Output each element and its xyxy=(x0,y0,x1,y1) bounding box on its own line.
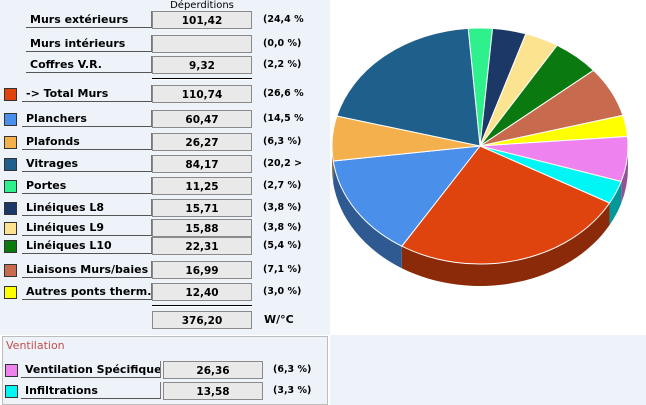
row-planchers: Planchers 60,47 (14,5 % xyxy=(0,110,330,128)
separator-line xyxy=(152,305,252,307)
row-murs-exterieurs: Murs extérieurs 101,42 (24,4 % xyxy=(0,11,330,29)
percent-label: (14,5 % xyxy=(263,113,304,124)
value-field[interactable]: 26,36 xyxy=(163,361,263,379)
color-swatch xyxy=(4,88,17,101)
value-field[interactable]: 26,27 xyxy=(152,133,252,151)
color-swatch xyxy=(4,286,17,299)
ventilation-title: Ventilation xyxy=(6,339,65,352)
percent-label: (3,8 %) xyxy=(263,202,302,213)
value-field[interactable]: 22,31 xyxy=(152,237,252,255)
row-label: Plafonds xyxy=(22,133,152,150)
value-field[interactable]: 101,42 xyxy=(152,11,252,29)
percent-label: (26,6 % xyxy=(263,88,304,99)
percent-label: (20,2 > xyxy=(263,158,303,169)
row-total: 376,20 xyxy=(0,311,330,329)
color-swatch xyxy=(4,240,17,253)
row-label: Liaisons Murs/baies xyxy=(22,261,152,278)
value-field[interactable]: 13,58 xyxy=(163,382,263,400)
color-swatch xyxy=(5,364,18,377)
row-ventilation-specifique: Ventilation Spécifique 26,36 (6,3 %) xyxy=(1,361,331,379)
percent-label: (7,1 %) xyxy=(263,264,302,275)
pie-side xyxy=(609,181,622,226)
percent-label: (3,0 %) xyxy=(263,286,302,297)
color-swatch xyxy=(4,158,17,171)
value-field[interactable]: 12,40 xyxy=(152,283,252,301)
value-field[interactable]: 11,25 xyxy=(152,177,252,195)
value-field[interactable]: 15,71 xyxy=(152,199,252,217)
value-field[interactable]: 15,88 xyxy=(152,219,252,237)
percent-label: (24,4 % xyxy=(263,14,304,25)
row-murs-interieurs: Murs intérieurs (0,0 %) xyxy=(0,35,330,53)
row-infiltrations: Infiltrations 13,58 (3,3 %) xyxy=(1,382,331,400)
row-plafonds: Plafonds 26,27 (6,3 %) xyxy=(0,133,330,151)
row-total-murs: -> Total Murs 110,74 (26,6 % xyxy=(0,85,330,103)
percent-label: (2,7 %) xyxy=(263,180,302,191)
pie-side xyxy=(621,146,628,204)
color-swatch xyxy=(4,264,17,277)
percent-label: (6,3 %) xyxy=(273,364,312,375)
value-field[interactable] xyxy=(152,35,252,53)
row-liaisons-murs-baies: Liaisons Murs/baies 16,99 (7,1 %) xyxy=(0,261,330,279)
percent-label: (2,2 %) xyxy=(263,59,302,70)
pie-side xyxy=(401,203,610,287)
row-label: Autres ponts therm. xyxy=(22,283,152,300)
total-value-field[interactable]: 376,20 xyxy=(152,311,252,329)
row-label: Vitrages xyxy=(22,155,152,172)
color-swatch xyxy=(4,180,17,193)
pie-side xyxy=(333,161,402,269)
pie-chart xyxy=(331,27,629,287)
row-label: Murs extérieurs xyxy=(26,11,152,28)
row-label: -> Total Murs xyxy=(22,85,152,102)
row-label: Portes xyxy=(22,177,152,194)
row-lineiques-l10: Linéiques L10 22,31 (5,4 %) xyxy=(0,237,330,255)
color-swatch xyxy=(4,113,17,126)
pie-slice xyxy=(401,145,611,265)
row-label: Linéiques L8 xyxy=(22,199,152,216)
unit-label: W/°C xyxy=(264,313,294,326)
value-field[interactable]: 16,99 xyxy=(152,261,252,279)
row-portes: Portes 11,25 (2,7 %) xyxy=(0,177,330,195)
row-label: Ventilation Spécifique xyxy=(21,361,161,378)
percent-label: (3,3 %) xyxy=(273,385,312,396)
color-swatch xyxy=(4,202,17,215)
pie-slice xyxy=(336,27,481,147)
row-label: Murs intérieurs xyxy=(26,35,152,52)
value-field[interactable]: 60,47 xyxy=(152,110,252,128)
color-swatch xyxy=(4,136,17,149)
row-label: Linéiques L10 xyxy=(22,237,152,254)
row-lineiques-l8: Linéiques L8 15,71 (3,8 %) xyxy=(0,199,330,217)
ventilation-group: Ventilation Ventilation Spécifique 26,36… xyxy=(2,336,328,405)
value-field[interactable]: 9,32 xyxy=(152,56,252,74)
column-header: Déperditions xyxy=(170,0,234,11)
row-coffres-vr: Coffres V.R. 9,32 (2,2 %) xyxy=(0,56,330,74)
value-field[interactable]: 84,17 xyxy=(152,155,252,173)
row-autres-ponts-thermiques: Autres ponts therm. 12,40 (3,0 %) xyxy=(0,283,330,301)
row-label: Infiltrations xyxy=(21,382,161,399)
percent-label: (6,3 %) xyxy=(263,136,302,147)
value-field[interactable]: 110,74 xyxy=(152,85,252,103)
color-swatch xyxy=(5,385,18,398)
pie-slice xyxy=(332,145,482,247)
color-swatch xyxy=(4,222,17,235)
row-vitrages: Vitrages 84,17 (20,2 > xyxy=(0,155,330,173)
row-lineiques-l9: Linéiques L9 15,88 (3,8 %) xyxy=(0,219,330,237)
row-label: Planchers xyxy=(22,110,152,127)
percent-label: (3,8 %) xyxy=(263,222,302,233)
row-label: Coffres V.R. xyxy=(26,56,152,73)
percent-label: (5,4 %) xyxy=(263,240,302,251)
background-area xyxy=(330,335,646,405)
percent-label: (0,0 %) xyxy=(263,38,302,49)
separator-line xyxy=(152,78,252,80)
row-label: Linéiques L9 xyxy=(22,219,152,236)
